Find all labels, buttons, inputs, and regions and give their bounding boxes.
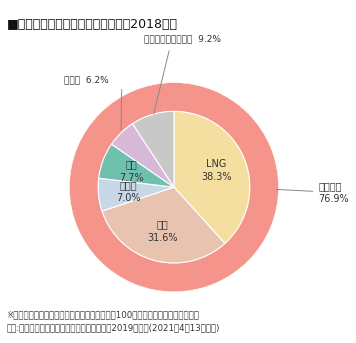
Text: LNG
38.3%: LNG 38.3% — [201, 159, 232, 182]
Wedge shape — [102, 187, 225, 263]
Text: 資料:資源エネルギー庁「総合エネルギー統計2019年度」(2021年4月13日公表): 資料:資源エネルギー庁「総合エネルギー統計2019年度」(2021年4月13日公… — [7, 323, 220, 332]
Text: 石炭
31.6%: 石炭 31.6% — [147, 220, 178, 243]
Text: 地熱・新エネルギー  9.2%: 地熱・新エネルギー 9.2% — [144, 34, 221, 43]
Wedge shape — [111, 124, 174, 187]
Wedge shape — [69, 83, 279, 292]
Text: 原子力  6.2%: 原子力 6.2% — [64, 76, 109, 85]
Text: ※小数点以下は四捨五入しているため、合計が100にならない場合があります。: ※小数点以下は四捨五入しているため、合計が100にならない場合があります。 — [7, 311, 199, 320]
Wedge shape — [98, 178, 174, 211]
Wedge shape — [174, 111, 250, 244]
Wedge shape — [132, 111, 174, 187]
Text: 水力
7.7%: 水力 7.7% — [119, 159, 144, 183]
Text: ■日本の発電電力量の電源別割合（2018年）: ■日本の発電電力量の電源別割合（2018年） — [7, 18, 178, 31]
Wedge shape — [99, 144, 174, 187]
Text: 石油等
7.0%: 石油等 7.0% — [116, 180, 141, 203]
Text: 火力発電
76.9%: 火力発電 76.9% — [277, 181, 349, 204]
